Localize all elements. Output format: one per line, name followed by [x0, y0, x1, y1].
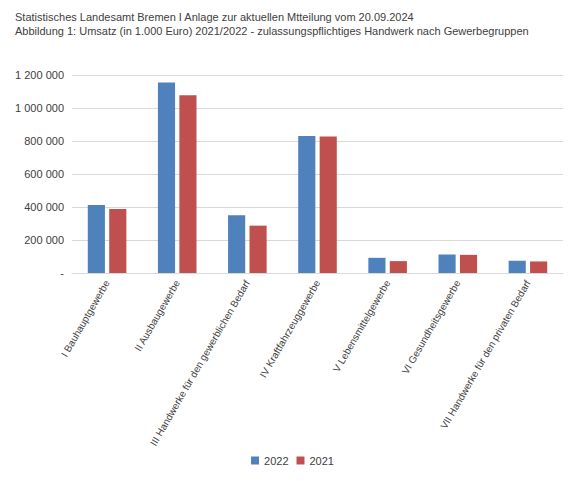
svg-text:V Lebensmittelgewerbe: V Lebensmittelgewerbe	[331, 278, 393, 374]
svg-text:800 000: 800 000	[24, 135, 64, 147]
svg-text:1 200 000: 1 200 000	[15, 69, 64, 81]
svg-text:VII Handwerke für den privaten: VII Handwerke für den privaten Bedarf	[438, 278, 533, 431]
svg-text:-: -	[60, 267, 64, 279]
svg-text:IV Kraftfahrzeuggewerbe: IV Kraftfahrzeuggewerbe	[258, 278, 323, 380]
svg-text:600 000: 600 000	[24, 168, 64, 180]
svg-text:2021: 2021	[310, 455, 334, 467]
svg-text:Abbildung 1: Umsatz (in 1.000: Abbildung 1: Umsatz (in 1.000 Euro) 2021…	[15, 25, 529, 37]
svg-text:400 000: 400 000	[24, 201, 64, 213]
svg-text:VI Gesundheitsgewerbe: VI Gesundheitsgewerbe	[400, 278, 463, 376]
svg-text:2022: 2022	[264, 455, 288, 467]
svg-text:I Bauhauptgewerbe: I Bauhauptgewerbe	[59, 278, 112, 359]
svg-text:1 000 000: 1 000 000	[15, 102, 64, 114]
svg-text:III Handwerke für den gewerbli: III Handwerke für den gewerblichen Bedar…	[148, 278, 252, 448]
svg-text:II Ausbaugewerbe: II Ausbaugewerbe	[132, 278, 182, 353]
svg-text:Statistisches Landesamt Bremen: Statistisches Landesamt Bremen I Anlage …	[15, 11, 414, 23]
svg-text:200 000: 200 000	[24, 234, 64, 246]
